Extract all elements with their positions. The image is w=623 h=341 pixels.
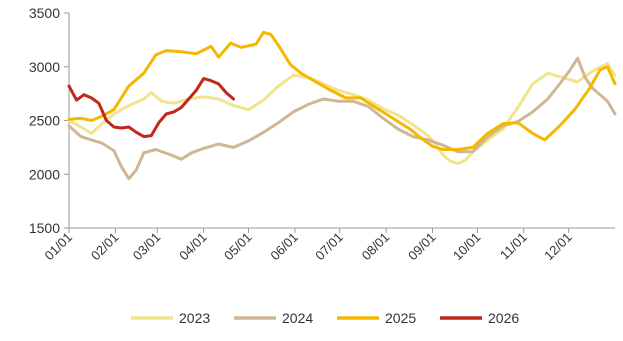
x-tick-label: 07/01 <box>312 230 346 264</box>
legend-label: 2023 <box>179 310 210 326</box>
x-tick-label: 08/01 <box>359 230 393 264</box>
y-tick-label: 1500 <box>29 220 60 236</box>
x-tick-label: 03/01 <box>130 230 164 264</box>
legend-item-2026: 2026 <box>440 310 519 326</box>
legend-label: 2024 <box>282 310 313 326</box>
y-tick-label: 2500 <box>29 113 60 129</box>
x-axis: 01/01 02/01 03/01 04/01 05/01 06/01 07/01 08/01… <box>42 228 615 263</box>
plot-area <box>69 32 615 178</box>
legend-item-2023: 2023 <box>131 310 210 326</box>
y-tick-label: 3500 <box>29 5 60 21</box>
legend-label: 2026 <box>488 310 519 326</box>
legend-item-2024: 2024 <box>234 310 313 326</box>
x-tick-label: 05/01 <box>221 230 255 264</box>
series-line-2024 <box>69 58 615 178</box>
legend-label: 2025 <box>385 310 416 326</box>
y-tick-label: 3000 <box>29 59 60 75</box>
x-tick-label: 12/01 <box>541 230 575 264</box>
x-tick-label: 06/01 <box>267 230 301 264</box>
x-tick-label: 04/01 <box>176 230 210 264</box>
x-tick-label: 10/01 <box>450 230 484 264</box>
series-line-2023 <box>69 64 615 164</box>
y-axis: 1500 2000 2500 3000 3500 <box>29 5 69 236</box>
y-tick-label: 2000 <box>29 166 60 182</box>
series-line-2026 <box>69 79 234 137</box>
legend-item-2025: 2025 <box>337 310 416 326</box>
x-tick-label: 11/01 <box>497 230 530 263</box>
x-tick-label: 02/01 <box>88 230 122 264</box>
x-tick-label: 09/01 <box>405 230 439 264</box>
legend: 2023 2024 2025 2026 <box>131 310 519 326</box>
